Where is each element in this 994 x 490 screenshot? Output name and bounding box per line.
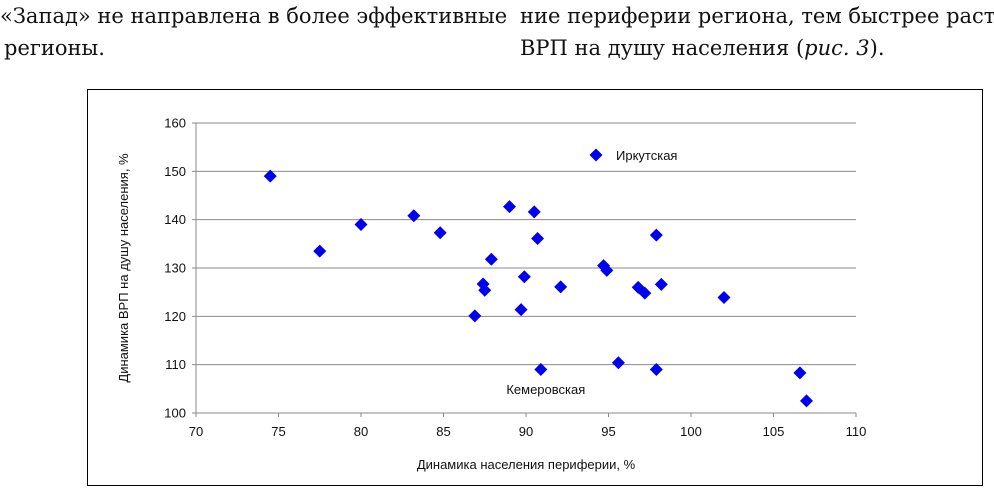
y-tick-label: 140	[164, 212, 186, 227]
y-tick-label: 100	[164, 406, 186, 421]
data-point	[654, 277, 668, 291]
data-point	[527, 205, 541, 219]
data-point	[478, 283, 492, 297]
left-text-line-1: «Запад» не направлена в более эффективны…	[0, 4, 508, 28]
data-point	[649, 363, 663, 376]
data-point	[717, 290, 731, 304]
legend-label: Иркутская	[616, 148, 677, 163]
data-point	[313, 244, 327, 258]
data-point	[554, 280, 568, 294]
y-axis-title: Динамика ВРП на душу населения, %	[116, 153, 131, 383]
right-text-line-2-end: ).	[869, 36, 885, 60]
left-text-line-2: регионы.	[4, 36, 105, 60]
x-tick-label: 90	[519, 424, 533, 439]
y-tick-label: 130	[164, 261, 186, 276]
data-point	[600, 263, 614, 277]
data-point	[800, 394, 813, 408]
data-point	[514, 303, 528, 317]
x-tick-label: 70	[189, 424, 203, 439]
data-point	[649, 228, 663, 242]
data-point	[263, 169, 277, 183]
x-tick-label: 105	[763, 424, 785, 439]
data-point	[611, 356, 625, 370]
data-point	[476, 277, 490, 291]
data-point	[517, 270, 531, 284]
right-text-line-2-start: ВРП на душу населения (	[520, 36, 805, 60]
x-tick-label: 75	[271, 424, 285, 439]
scatter-chart: 100 110 120 130 140 150 160 70 75 80 85 90 95 100 105 1…	[116, 116, 867, 473]
x-tick-label: 100	[680, 424, 702, 439]
left-text-column: «Запад» не направлена в более эффективны…	[0, 0, 507, 64]
right-text-line-1: ние периферии региона, тем быстрее расте…	[520, 4, 994, 28]
data-point	[793, 366, 807, 380]
right-text-line-2: ВРП на душу населения (рис. 3).	[520, 32, 994, 64]
annotation-label: Кемеровская	[506, 382, 585, 397]
data-point	[534, 363, 548, 376]
data-point	[433, 226, 447, 240]
data-point	[354, 218, 368, 231]
x-tick-label: 80	[354, 424, 368, 439]
y-tick-label: 160	[164, 116, 186, 131]
y-tick-label: 110	[165, 357, 186, 372]
figure-reference: рис. 3	[804, 36, 870, 60]
data-point	[484, 252, 498, 266]
chart-frame: 100 110 120 130 140 150 160 70 75 80 85 90 95 100 105 1…	[87, 89, 983, 486]
y-tick-label: 150	[164, 164, 186, 179]
data-point	[531, 232, 545, 246]
legend-marker	[589, 148, 603, 162]
data-point	[407, 209, 421, 223]
y-tick-label: 120	[164, 309, 186, 324]
x-tick-label: 110	[846, 424, 867, 439]
data-point	[468, 309, 482, 323]
x-axis-title: Динамика населения периферии, %	[417, 457, 636, 472]
x-tick-label: 95	[601, 424, 615, 439]
x-tick-label: 85	[436, 424, 450, 439]
data-point	[638, 286, 652, 300]
data-point	[503, 200, 516, 214]
right-text-column: ние периферии региона, тем быстрее расте…	[520, 0, 994, 64]
